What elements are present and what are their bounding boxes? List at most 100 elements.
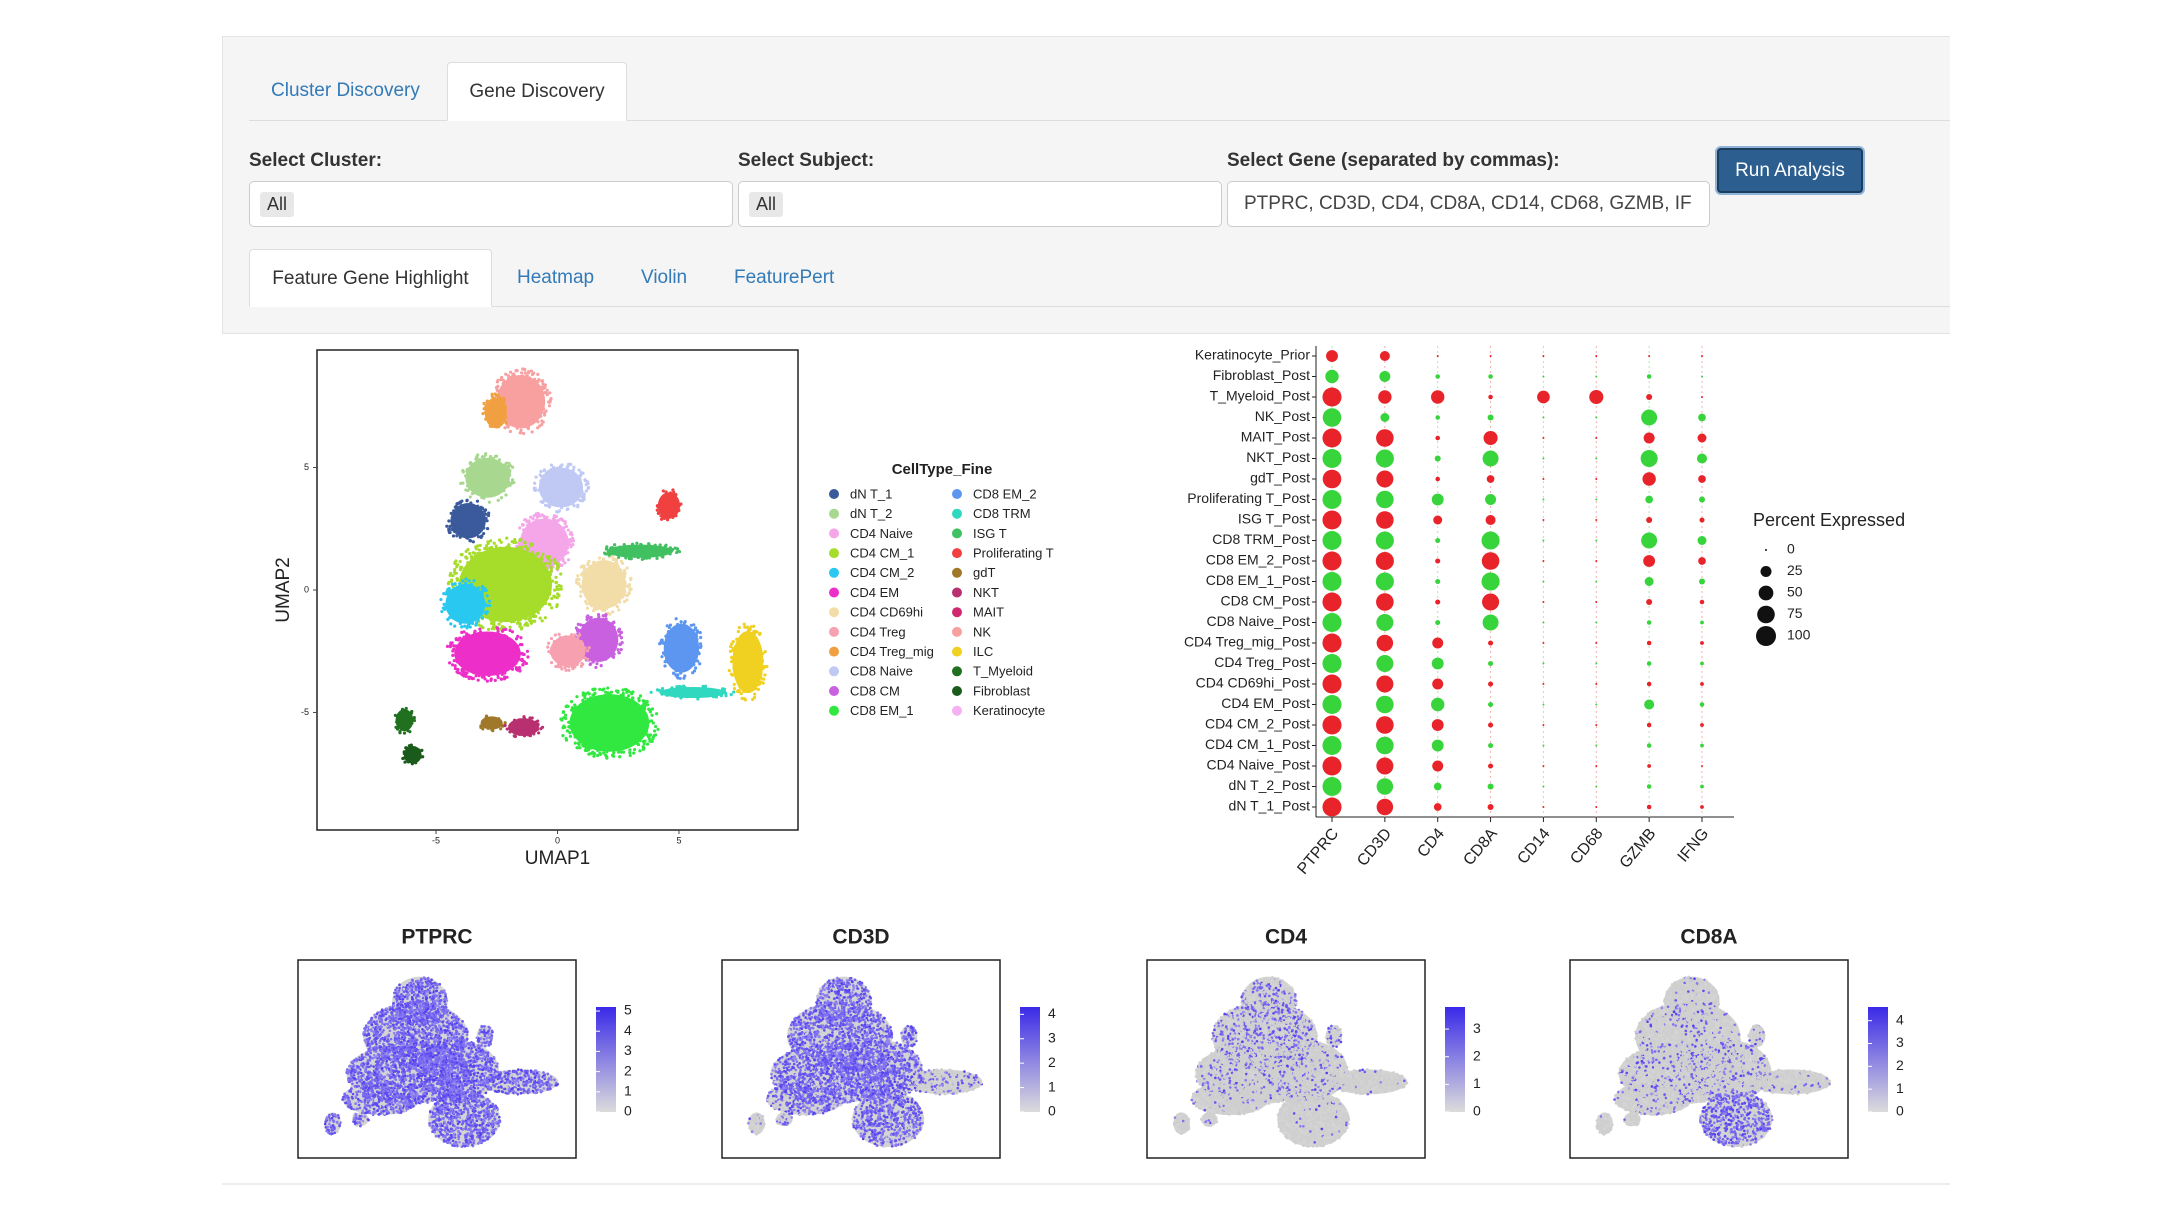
cell-point <box>581 497 584 500</box>
cell-point <box>520 568 523 571</box>
cell-point <box>516 397 519 400</box>
cell-point <box>488 407 491 410</box>
cell-point <box>489 424 492 427</box>
cell-point <box>484 508 487 511</box>
cell-point <box>458 582 461 585</box>
cell-point <box>472 579 475 582</box>
cell-point <box>543 576 546 579</box>
cell-point <box>508 481 511 484</box>
cell-point <box>513 538 516 541</box>
cell-point <box>530 603 533 606</box>
cell-point <box>481 507 484 510</box>
cell-point <box>547 589 550 592</box>
cell-point <box>517 588 520 591</box>
cell-point <box>499 477 502 480</box>
cell-point <box>573 504 576 507</box>
cell-point <box>535 416 538 419</box>
cell-point <box>482 473 485 476</box>
cell-point <box>515 592 518 595</box>
cell-point <box>550 480 553 483</box>
cell-point <box>485 579 488 582</box>
cell-point <box>547 524 550 527</box>
cell-point <box>529 544 532 547</box>
cell-point <box>459 560 462 563</box>
cell-point <box>535 568 538 571</box>
cell-point <box>460 566 463 569</box>
cell-point <box>538 608 541 611</box>
cell-point <box>449 525 452 528</box>
cell-point <box>518 539 521 542</box>
cell-point <box>550 468 553 471</box>
cell-point <box>472 595 475 598</box>
cell-point <box>466 524 469 527</box>
cell-point <box>484 517 487 520</box>
cell-point <box>499 557 502 560</box>
cell-point <box>507 377 510 380</box>
cell-point <box>474 462 477 465</box>
cell-point <box>494 556 497 559</box>
cell-point <box>482 522 485 525</box>
cell-point <box>556 510 559 513</box>
cell-point <box>554 562 557 565</box>
cell-point <box>555 548 558 551</box>
cell-point <box>522 432 525 435</box>
cell-point <box>523 582 526 585</box>
cell-point <box>545 471 548 474</box>
cell-point <box>455 588 458 591</box>
cell-point <box>487 584 490 587</box>
cell-point <box>564 501 567 504</box>
cell-point <box>459 517 462 520</box>
cell-point <box>500 496 503 499</box>
cell-point <box>485 552 488 555</box>
cell-point <box>537 489 540 492</box>
cell-point <box>562 489 565 492</box>
cell-point <box>496 420 499 423</box>
cell-point <box>495 545 498 548</box>
cell-point <box>483 576 486 579</box>
cell-point <box>479 591 482 594</box>
cell-point <box>539 399 542 402</box>
cell-point <box>492 457 495 460</box>
cell-point <box>520 616 523 619</box>
cell-point <box>486 574 489 577</box>
cell-point <box>534 615 537 618</box>
cell-point <box>460 500 463 503</box>
cell-point <box>545 516 548 519</box>
cell-point <box>508 416 511 419</box>
cell-point <box>580 490 583 493</box>
cell-point <box>465 536 468 539</box>
cell-point <box>503 617 506 620</box>
cell-point <box>466 479 469 482</box>
cell-point <box>479 579 482 582</box>
cell-point <box>494 480 497 483</box>
cell-point <box>530 415 533 418</box>
cell-point <box>507 617 510 620</box>
cell-point <box>533 386 536 389</box>
cell-point <box>541 619 544 622</box>
cell-point <box>513 569 516 572</box>
cell-point <box>470 555 473 558</box>
cell-point <box>536 426 539 429</box>
cell-point <box>543 391 546 394</box>
cell-point <box>511 606 514 609</box>
cell-point <box>489 539 492 542</box>
cell-point <box>528 567 531 570</box>
cell-point <box>448 589 451 592</box>
cell-point <box>533 404 536 407</box>
cell-point <box>456 578 459 581</box>
cell-point <box>462 605 465 608</box>
cell-point <box>480 625 483 628</box>
cell-point <box>469 495 472 498</box>
cell-point <box>456 591 459 594</box>
cell-point <box>568 488 571 491</box>
cell-point <box>469 603 472 606</box>
cell-point <box>587 486 590 489</box>
cell-point <box>509 400 512 403</box>
cell-point <box>464 577 467 580</box>
cell-point <box>485 547 488 550</box>
cell-point <box>478 548 481 551</box>
cell-point <box>548 391 551 394</box>
cell-point <box>508 469 511 472</box>
cell-point <box>541 513 544 516</box>
